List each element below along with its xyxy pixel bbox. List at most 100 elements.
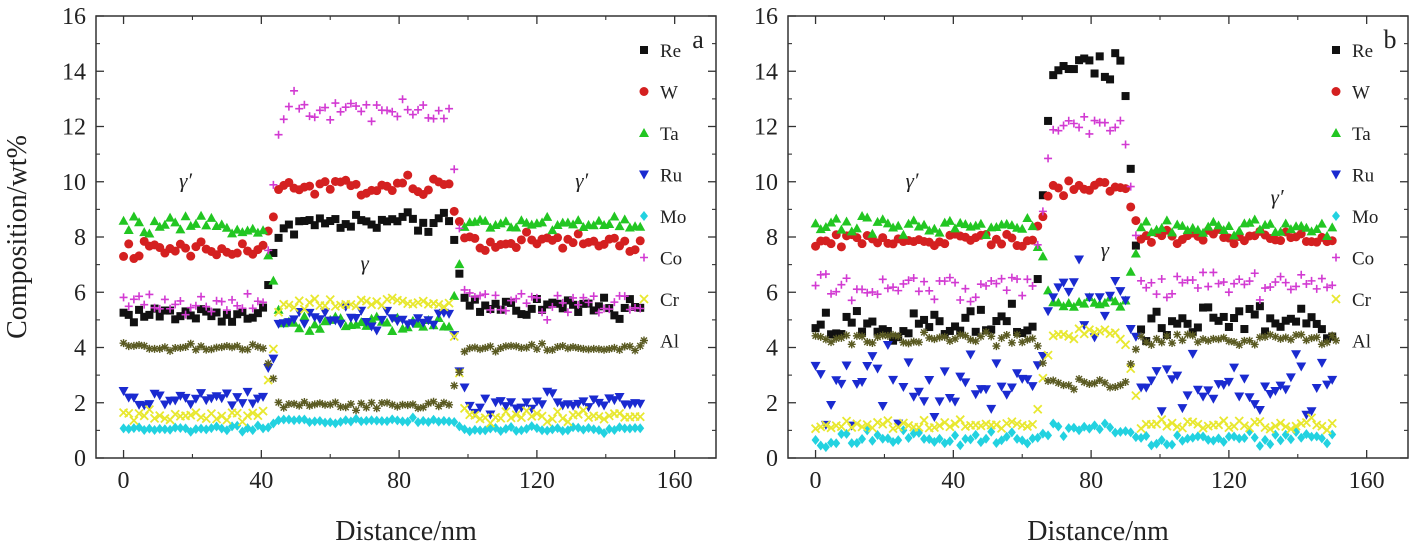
data-point-co <box>1075 123 1084 132</box>
data-point-ta <box>1115 301 1126 311</box>
data-point-co <box>1173 272 1182 281</box>
phase-annotation: γ′ <box>179 168 192 192</box>
data-point-re <box>393 217 402 226</box>
x-tick-label: 160 <box>1349 468 1385 494</box>
data-point-al <box>1188 331 1197 340</box>
legend-item-co: Co <box>640 249 682 270</box>
data-point-re <box>279 224 288 233</box>
data-point-ta <box>128 211 139 221</box>
data-point-ru <box>578 397 589 407</box>
data-point-ta <box>1006 220 1017 230</box>
data-point-co <box>1209 268 1218 277</box>
data-point-cr <box>1033 404 1043 414</box>
data-point-ru <box>1234 392 1245 402</box>
data-point-co <box>362 100 371 109</box>
data-point-re <box>155 312 164 321</box>
data-point-mo <box>119 423 128 434</box>
data-point-ta <box>1198 227 1209 237</box>
data-point-ru <box>128 393 139 403</box>
data-point-al <box>1245 336 1254 345</box>
data-point-al <box>388 400 397 409</box>
data-point-re <box>465 301 474 310</box>
data-point-al <box>538 339 547 348</box>
data-point-w <box>1162 225 1172 235</box>
data-point-al <box>961 331 970 340</box>
data-point-ru <box>1068 278 1079 288</box>
data-point-w <box>1146 237 1156 247</box>
data-point-cr <box>1048 331 1058 341</box>
data-point-ru <box>1270 386 1281 396</box>
data-point-co <box>197 292 206 301</box>
data-point-ru <box>407 319 418 329</box>
data-point-re <box>883 326 892 335</box>
data-point-ta <box>309 319 320 329</box>
data-point-co <box>894 286 903 295</box>
data-point-al <box>346 400 355 409</box>
series-al <box>119 339 645 415</box>
data-point-re <box>1121 92 1130 101</box>
data-point-al <box>889 330 898 339</box>
data-point-mo <box>372 415 381 426</box>
data-point-mo <box>589 424 598 435</box>
data-point-al <box>930 335 939 344</box>
data-point-co <box>883 284 892 293</box>
data-point-mo <box>403 416 412 427</box>
data-point-al <box>920 328 929 337</box>
data-point-cr <box>821 420 831 430</box>
legend-label: Re <box>660 41 681 62</box>
data-point-ta <box>1177 220 1188 230</box>
data-point-mo <box>971 429 980 440</box>
data-point-mo <box>377 416 386 427</box>
data-point-mo <box>605 423 614 434</box>
data-point-ta <box>1063 297 1074 307</box>
data-point-ta <box>134 217 145 227</box>
data-point-ru <box>1182 391 1193 401</box>
data-point-w <box>480 245 490 255</box>
data-point-re <box>909 309 918 318</box>
data-point-al <box>1250 340 1259 349</box>
data-point-al <box>1013 330 1022 339</box>
data-point-w <box>212 250 222 260</box>
data-point-re <box>1111 49 1120 58</box>
data-point-al <box>1204 336 1213 345</box>
data-point-al <box>501 342 510 351</box>
data-point-co <box>1085 129 1094 138</box>
data-point-al <box>1302 336 1311 345</box>
series-co <box>119 86 645 324</box>
data-point-al <box>1266 330 1275 339</box>
data-point-co <box>1162 293 1171 302</box>
data-point-w <box>470 233 480 243</box>
data-point-al <box>883 331 892 340</box>
data-point-al <box>951 334 960 343</box>
data-point-mo <box>538 425 547 436</box>
data-point-ta <box>820 221 831 231</box>
x-tick-label: 120 <box>519 468 555 494</box>
data-point-ru <box>1254 405 1265 415</box>
data-point-ru <box>1094 293 1105 303</box>
data-point-co <box>274 130 283 139</box>
data-point-w <box>1007 233 1017 243</box>
data-point-ru <box>196 389 207 399</box>
data-point-ta <box>1331 128 1341 137</box>
data-point-re <box>1332 46 1340 54</box>
legend-label: W <box>1352 83 1370 104</box>
data-point-cr <box>527 411 537 421</box>
data-point-al <box>909 337 918 346</box>
data-point-co <box>832 287 841 296</box>
data-point-mo <box>873 429 882 440</box>
data-point-ru <box>1192 385 1203 395</box>
data-point-ru <box>960 378 971 388</box>
data-point-cr <box>1007 417 1017 427</box>
data-point-co <box>1090 116 1099 125</box>
data-point-al <box>1312 333 1321 342</box>
data-point-co <box>821 270 830 279</box>
data-point-co <box>1126 182 1135 191</box>
data-point-al <box>145 344 154 353</box>
data-point-mo <box>1219 436 1228 447</box>
data-point-mo <box>945 436 954 447</box>
data-point-al <box>858 332 867 341</box>
data-point-w <box>573 229 583 239</box>
data-point-ru <box>283 318 294 328</box>
data-point-co <box>284 102 293 111</box>
data-point-re <box>873 327 882 336</box>
